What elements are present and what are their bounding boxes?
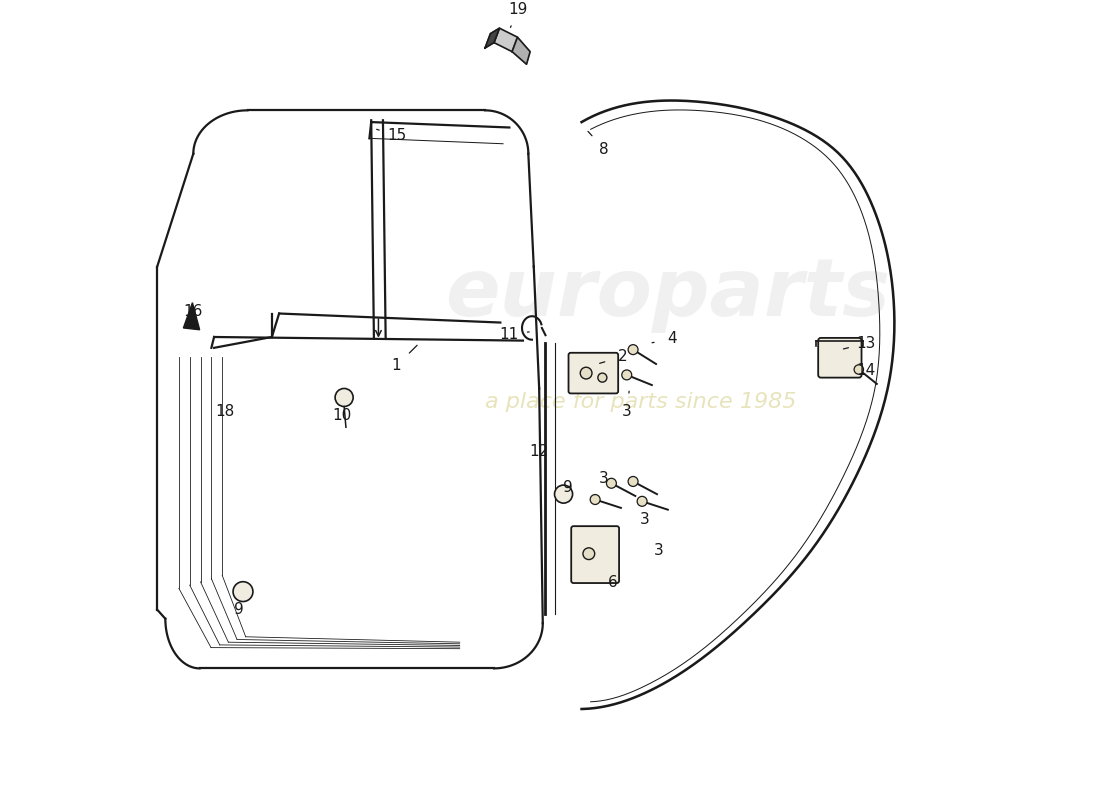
Circle shape	[628, 477, 638, 486]
Text: 16: 16	[184, 304, 204, 319]
Circle shape	[336, 389, 353, 406]
Polygon shape	[513, 38, 530, 64]
Circle shape	[591, 494, 601, 505]
Text: 3: 3	[653, 543, 663, 558]
Text: 11: 11	[499, 326, 519, 342]
Text: 12: 12	[529, 444, 549, 459]
Polygon shape	[485, 28, 499, 48]
FancyBboxPatch shape	[818, 338, 861, 378]
Text: 3: 3	[621, 403, 631, 418]
Text: 1: 1	[392, 358, 402, 374]
Text: 3: 3	[640, 512, 650, 527]
Circle shape	[628, 345, 638, 354]
Text: 9: 9	[563, 480, 573, 495]
Text: 18: 18	[216, 403, 234, 418]
Circle shape	[606, 478, 616, 488]
Circle shape	[554, 485, 573, 503]
Circle shape	[621, 370, 631, 380]
FancyBboxPatch shape	[569, 353, 618, 394]
Text: a place for parts since 1985: a place for parts since 1985	[485, 392, 796, 412]
Circle shape	[580, 367, 592, 379]
Text: 10: 10	[332, 408, 352, 423]
Text: 13: 13	[857, 336, 876, 351]
Text: 3: 3	[600, 471, 609, 486]
Text: 8: 8	[600, 142, 609, 157]
Text: europarts: europarts	[444, 254, 890, 333]
Polygon shape	[494, 28, 517, 52]
Text: 15: 15	[387, 128, 406, 143]
Circle shape	[637, 496, 647, 506]
Text: 9: 9	[233, 602, 243, 617]
FancyBboxPatch shape	[571, 526, 619, 583]
Text: 4: 4	[667, 331, 676, 346]
Circle shape	[598, 373, 607, 382]
Circle shape	[583, 548, 595, 559]
Text: 2: 2	[617, 350, 627, 364]
Polygon shape	[184, 302, 199, 330]
Circle shape	[854, 365, 864, 374]
Circle shape	[233, 582, 253, 602]
Text: 14: 14	[857, 363, 876, 378]
Text: 6: 6	[608, 575, 618, 590]
Text: 19: 19	[508, 2, 528, 17]
